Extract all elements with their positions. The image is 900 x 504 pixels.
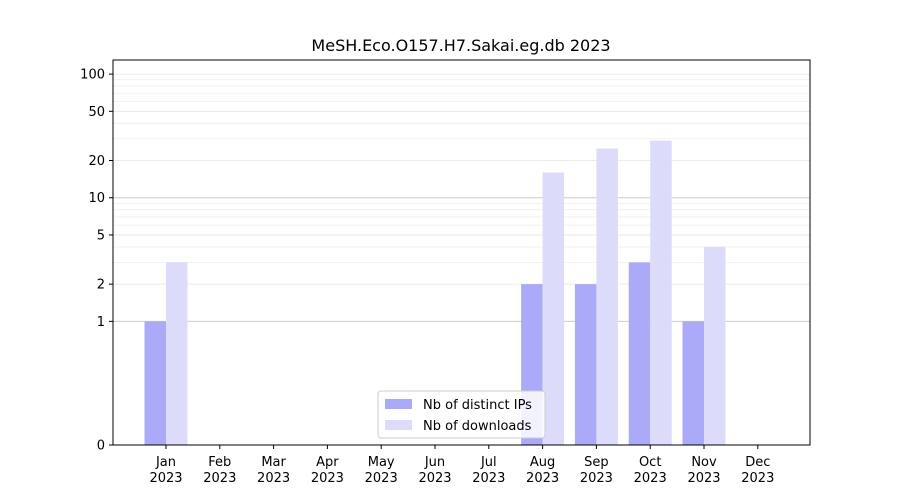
grid-lines: [113, 73, 810, 322]
y-tick-label: 1: [97, 315, 105, 330]
y-tick-label: 100: [80, 68, 105, 83]
legend-box: [377, 390, 546, 439]
x-tick-label-year: 2023: [311, 471, 344, 486]
x-tick-label-year: 2023: [257, 471, 290, 486]
x-tick-label-year: 2023: [365, 471, 398, 486]
bar-distinct-ips: [144, 321, 166, 445]
y-tick-label: 5: [97, 228, 105, 243]
x-tick-label-month: Dec: [745, 455, 770, 470]
x-tick-label-month: May: [368, 455, 395, 470]
y-tick-label: 0: [97, 439, 105, 454]
x-tick-label-month: Mar: [261, 455, 286, 470]
x-tick-label-month: Sep: [584, 455, 609, 470]
bar-downloads: [650, 140, 672, 445]
x-tick-label-year: 2023: [418, 471, 451, 486]
bar-distinct-ips: [574, 284, 597, 445]
x-tick-label-month: Jan: [155, 455, 176, 470]
legend: Nb of distinct IPs Nb of downloads: [377, 390, 546, 439]
x-tick-label-year: 2023: [687, 471, 720, 486]
x-tick-label-month: Aug: [530, 455, 555, 470]
bar-downloads: [704, 246, 726, 445]
x-tick-label-year: 2023: [149, 471, 182, 486]
x-tick-label-month: Jun: [424, 455, 445, 470]
plot-frame: [112, 59, 811, 446]
y-tick-label: 10: [88, 191, 105, 206]
x-tick-label-month: Nov: [691, 455, 717, 470]
y-tick-label: 2: [97, 278, 105, 293]
legend-label: Nb of downloads: [423, 419, 532, 434]
bar-downloads: [166, 262, 188, 445]
legend-swatch: [385, 399, 412, 409]
bar-downloads: [596, 148, 618, 445]
x-tick-label-year: 2023: [634, 471, 667, 486]
y-axis: 0 1 2 5 10 20 50 100: [80, 68, 113, 454]
y-tick-label: 20: [88, 154, 105, 169]
x-tick-label-month: Apr: [316, 455, 339, 470]
x-tick-label-year: 2023: [203, 471, 236, 486]
x-tick-label-year: 2023: [580, 471, 613, 486]
x-tick-label-year: 2023: [472, 471, 505, 486]
x-axis: Jan2023Feb2023Mar2023Apr2023May2023Jun20…: [149, 445, 774, 486]
x-tick-label-month: Feb: [208, 455, 231, 470]
chart-title: MeSH.Eco.O157.H7.Sakai.eg.db 2023: [311, 36, 610, 55]
x-tick-label-month: Oct: [639, 455, 661, 470]
bar-distinct-ips: [682, 321, 704, 445]
bar-distinct-ips: [628, 262, 651, 445]
legend-swatch: [385, 420, 412, 430]
x-tick-label-month: Jul: [480, 455, 497, 470]
x-tick-label-year: 2023: [526, 471, 559, 486]
legend-label: Nb of distinct IPs: [423, 398, 532, 413]
bars: [144, 140, 726, 446]
y-tick-label: 50: [88, 105, 105, 120]
bar-downloads: [542, 172, 565, 446]
x-tick-label-year: 2023: [741, 471, 774, 486]
